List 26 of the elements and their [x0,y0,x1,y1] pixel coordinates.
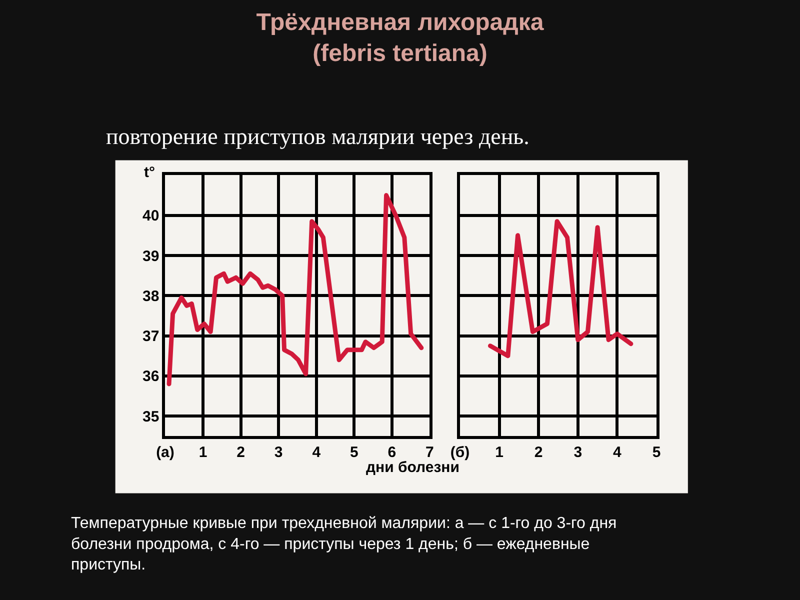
y-tick-label: 40 [142,208,160,225]
y-tick-label: 37 [142,328,160,346]
chart-subtitle: повторение приступов малярии через день. [106,124,530,149]
x-tick-label: 5 [350,444,358,462]
chart-title: Трёхдневная лихорадка (febris tertiana) [256,9,544,68]
x-tick-label: 2 [236,444,245,462]
x-tick-label: 4 [312,444,322,462]
x-tick-label: 3 [574,444,582,462]
y-tick-label: 36 [142,368,160,386]
x-tick-label: 2 [534,444,543,462]
x-tick-label: 5 [652,444,661,462]
x-tick-label: (а) [156,444,174,462]
x-tick-label: 7 [426,444,434,462]
x-tick-label: 6 [388,444,396,462]
x-tick-label: 1 [495,444,504,462]
x-axis-title: дни болезни [366,459,460,476]
y-axis-title: t° [144,164,155,181]
y-tick-label: 35 [142,408,160,426]
x-tick-label: 4 [613,444,622,462]
line-series [166,193,424,386]
x-tick-label: 3 [274,444,283,462]
text: Температурные кривые при трехдневной малярии: а — с 1-го до 3-го дня болезни продрома, с 4-го — приступы через 1 день; б — ежедневные приступы. [71,515,617,574]
y-tick-label: 39 [142,248,160,265]
x-tick-label: 1 [198,444,208,462]
x-tick-label: (б) [450,444,470,462]
y-tick-label: 38 [142,288,160,305]
